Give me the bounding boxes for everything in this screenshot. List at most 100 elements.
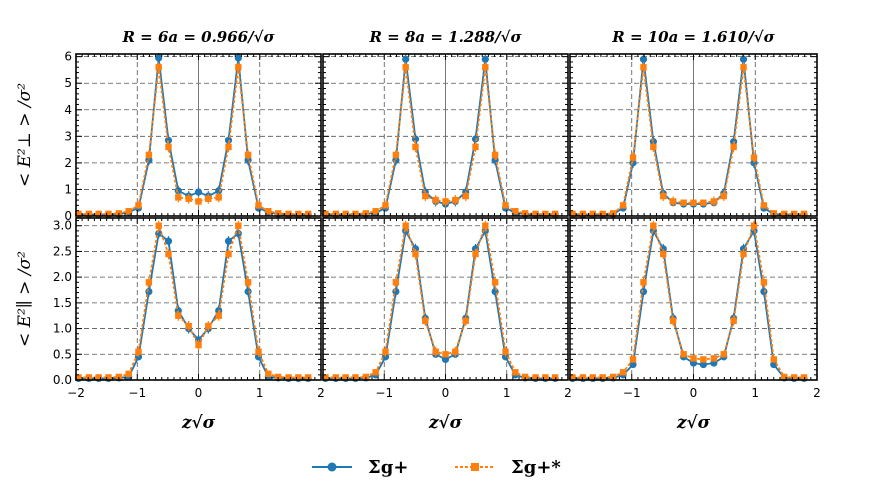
data-point-sigma-g-plus-star — [185, 322, 192, 330]
data-point-sigma-g-plus — [145, 287, 153, 296]
data-point-sigma-g-plus-star — [710, 198, 718, 205]
legend-label: Σg+* — [511, 457, 561, 478]
data-point-sigma-g-plus — [699, 360, 707, 369]
data-point-sigma-g-plus-star — [502, 202, 509, 209]
data-point-sigma-g-plus-star — [215, 194, 222, 201]
y-tick-label: 1.5 — [53, 296, 72, 310]
data-point-sigma-g-plus-star — [165, 250, 172, 258]
data-point-sigma-g-plus-star — [285, 374, 292, 381]
x-tick-label: −2 — [67, 386, 85, 400]
legend-marker — [327, 462, 337, 472]
y-tick-label: 0.5 — [53, 347, 72, 361]
panel-6: 2 −1 0 1 2 z√σ — [564, 217, 821, 433]
data-point-sigma-g-plus — [164, 237, 173, 245]
data-point-sigma-g-plus-star — [422, 192, 429, 200]
data-point-sigma-g-plus-star — [650, 143, 657, 151]
data-point-sigma-g-plus-star — [551, 210, 559, 218]
data-point-sigma-g-plus-star — [85, 210, 93, 218]
data-point-sigma-g-plus-star — [532, 374, 539, 381]
panel-5: 2 −1 0 1 z√σ — [317, 217, 569, 433]
series-line-sigma-g-plus — [325, 228, 556, 380]
data-point-sigma-g-plus-star — [352, 374, 359, 381]
x-tick-label: 2 — [813, 386, 821, 400]
data-point-sigma-g-plus-star — [244, 279, 252, 286]
data-point-sigma-g-plus-star — [472, 143, 479, 151]
data-point-sigma-g-plus-star — [392, 151, 400, 159]
data-point-sigma-g-plus-star — [442, 198, 449, 205]
x-tick-label: 1 — [256, 386, 264, 400]
data-point-sigma-g-plus — [629, 360, 637, 369]
series-line-sigma-g-plus — [325, 59, 556, 216]
data-point-sigma-g-plus-star — [790, 374, 798, 381]
data-point-sigma-g-plus — [244, 287, 252, 296]
data-point-sigma-g-plus-star — [195, 198, 202, 205]
data-point-sigma-g-plus-star — [295, 374, 302, 381]
data-point-sigma-g-plus-star — [205, 195, 212, 202]
data-point-sigma-g-plus — [639, 287, 648, 296]
data-point-sigma-g-plus-star — [265, 370, 272, 378]
data-point-sigma-g-plus-star — [145, 151, 153, 159]
data-point-sigma-g-plus-star — [382, 348, 389, 355]
data-point-sigma-g-plus-star — [660, 250, 667, 258]
data-point-sigma-g-plus-star — [542, 210, 549, 218]
data-point-sigma-g-plus-star — [619, 369, 627, 376]
data-point-sigma-g-plus-star — [680, 199, 687, 206]
data-point-sigma-g-plus-star — [342, 374, 349, 381]
series-line-sigma-g-plus-star — [78, 67, 309, 215]
panel-title: R = 8a = 1.288/√σ — [368, 28, 522, 46]
data-point-sigma-g-plus — [441, 355, 450, 364]
data-point-sigma-g-plus-star — [800, 374, 808, 381]
data-point-sigma-g-plus-star — [472, 250, 479, 258]
data-point-sigma-g-plus-star — [690, 199, 697, 206]
y-tick-label: 3 — [64, 129, 72, 143]
y-tick-label: 2.5 — [53, 244, 72, 258]
y-axis-label: < E²∥ > /σ² — [15, 251, 35, 347]
data-point-sigma-g-plus-star — [352, 210, 359, 218]
data-point-sigma-g-plus-star — [125, 370, 132, 378]
x-axis-label: z√σ — [181, 413, 216, 433]
data-point-sigma-g-plus-star — [680, 351, 687, 358]
x-tick-label: 0 — [195, 386, 203, 400]
x-tick-label: −1 — [623, 386, 641, 400]
data-point-sigma-g-plus-star — [135, 202, 142, 209]
data-point-sigma-g-plus-star — [542, 374, 549, 381]
data-point-sigma-g-plus-star — [629, 154, 637, 161]
legend: Σg+ Σg+* — [312, 457, 561, 478]
data-point-sigma-g-plus — [629, 159, 637, 167]
data-point-sigma-g-plus-star — [285, 210, 292, 218]
y-tick-label: 1.0 — [53, 322, 72, 336]
data-point-sigma-g-plus-star — [491, 279, 499, 286]
x-axis-label: z√σ — [428, 413, 463, 433]
panel-3: R = 10a = 1.610/√σ — [568, 28, 818, 219]
data-point-sigma-g-plus-star — [760, 202, 768, 209]
y-tick-label: 0.0 — [53, 373, 72, 387]
data-point-sigma-g-plus-star — [244, 151, 252, 159]
data-point-sigma-g-plus-star — [432, 196, 439, 204]
data-point-sigma-g-plus-star — [669, 198, 677, 205]
data-point-sigma-g-plus-star — [75, 210, 82, 218]
data-point-sigma-g-plus-star — [710, 355, 718, 362]
data-point-sigma-g-plus-star — [640, 64, 647, 71]
data-point-sigma-g-plus-star — [235, 64, 242, 71]
x-tick-label: 2 — [564, 386, 572, 400]
y-tick-label: 2 — [64, 156, 72, 170]
data-point-sigma-g-plus-star — [629, 356, 637, 363]
data-point-sigma-g-plus-star — [669, 317, 677, 325]
data-point-sigma-g-plus-star — [512, 369, 519, 376]
data-point-sigma-g-plus-star — [175, 194, 182, 201]
y-tick-label: 1 — [64, 182, 72, 196]
data-point-sigma-g-plus-star — [422, 317, 429, 325]
data-point-sigma-g-plus-star — [770, 356, 777, 363]
data-point-sigma-g-plus — [224, 237, 233, 245]
data-point-sigma-g-plus-star — [640, 279, 647, 286]
y-tick-label: 2.0 — [53, 270, 72, 284]
data-point-sigma-g-plus-star — [610, 373, 617, 381]
data-point-sigma-g-plus-star — [589, 210, 597, 218]
data-point-sigma-g-plus-star — [155, 222, 162, 229]
data-point-sigma-g-plus-star — [402, 64, 409, 71]
data-point-sigma-g-plus-star — [304, 374, 312, 381]
data-point-sigma-g-plus-star — [502, 348, 509, 355]
y-tick-label: 6 — [64, 50, 72, 64]
data-point-sigma-g-plus-star — [145, 279, 153, 286]
